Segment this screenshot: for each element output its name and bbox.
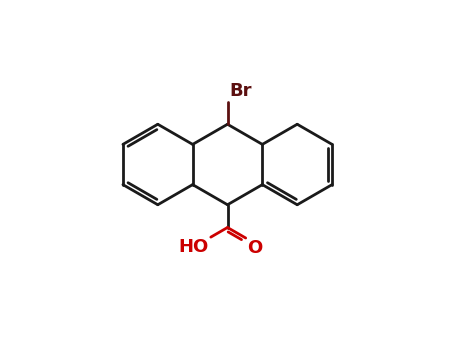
Text: HO: HO [179,238,209,256]
Text: Br: Br [229,82,252,100]
Text: O: O [248,239,263,257]
